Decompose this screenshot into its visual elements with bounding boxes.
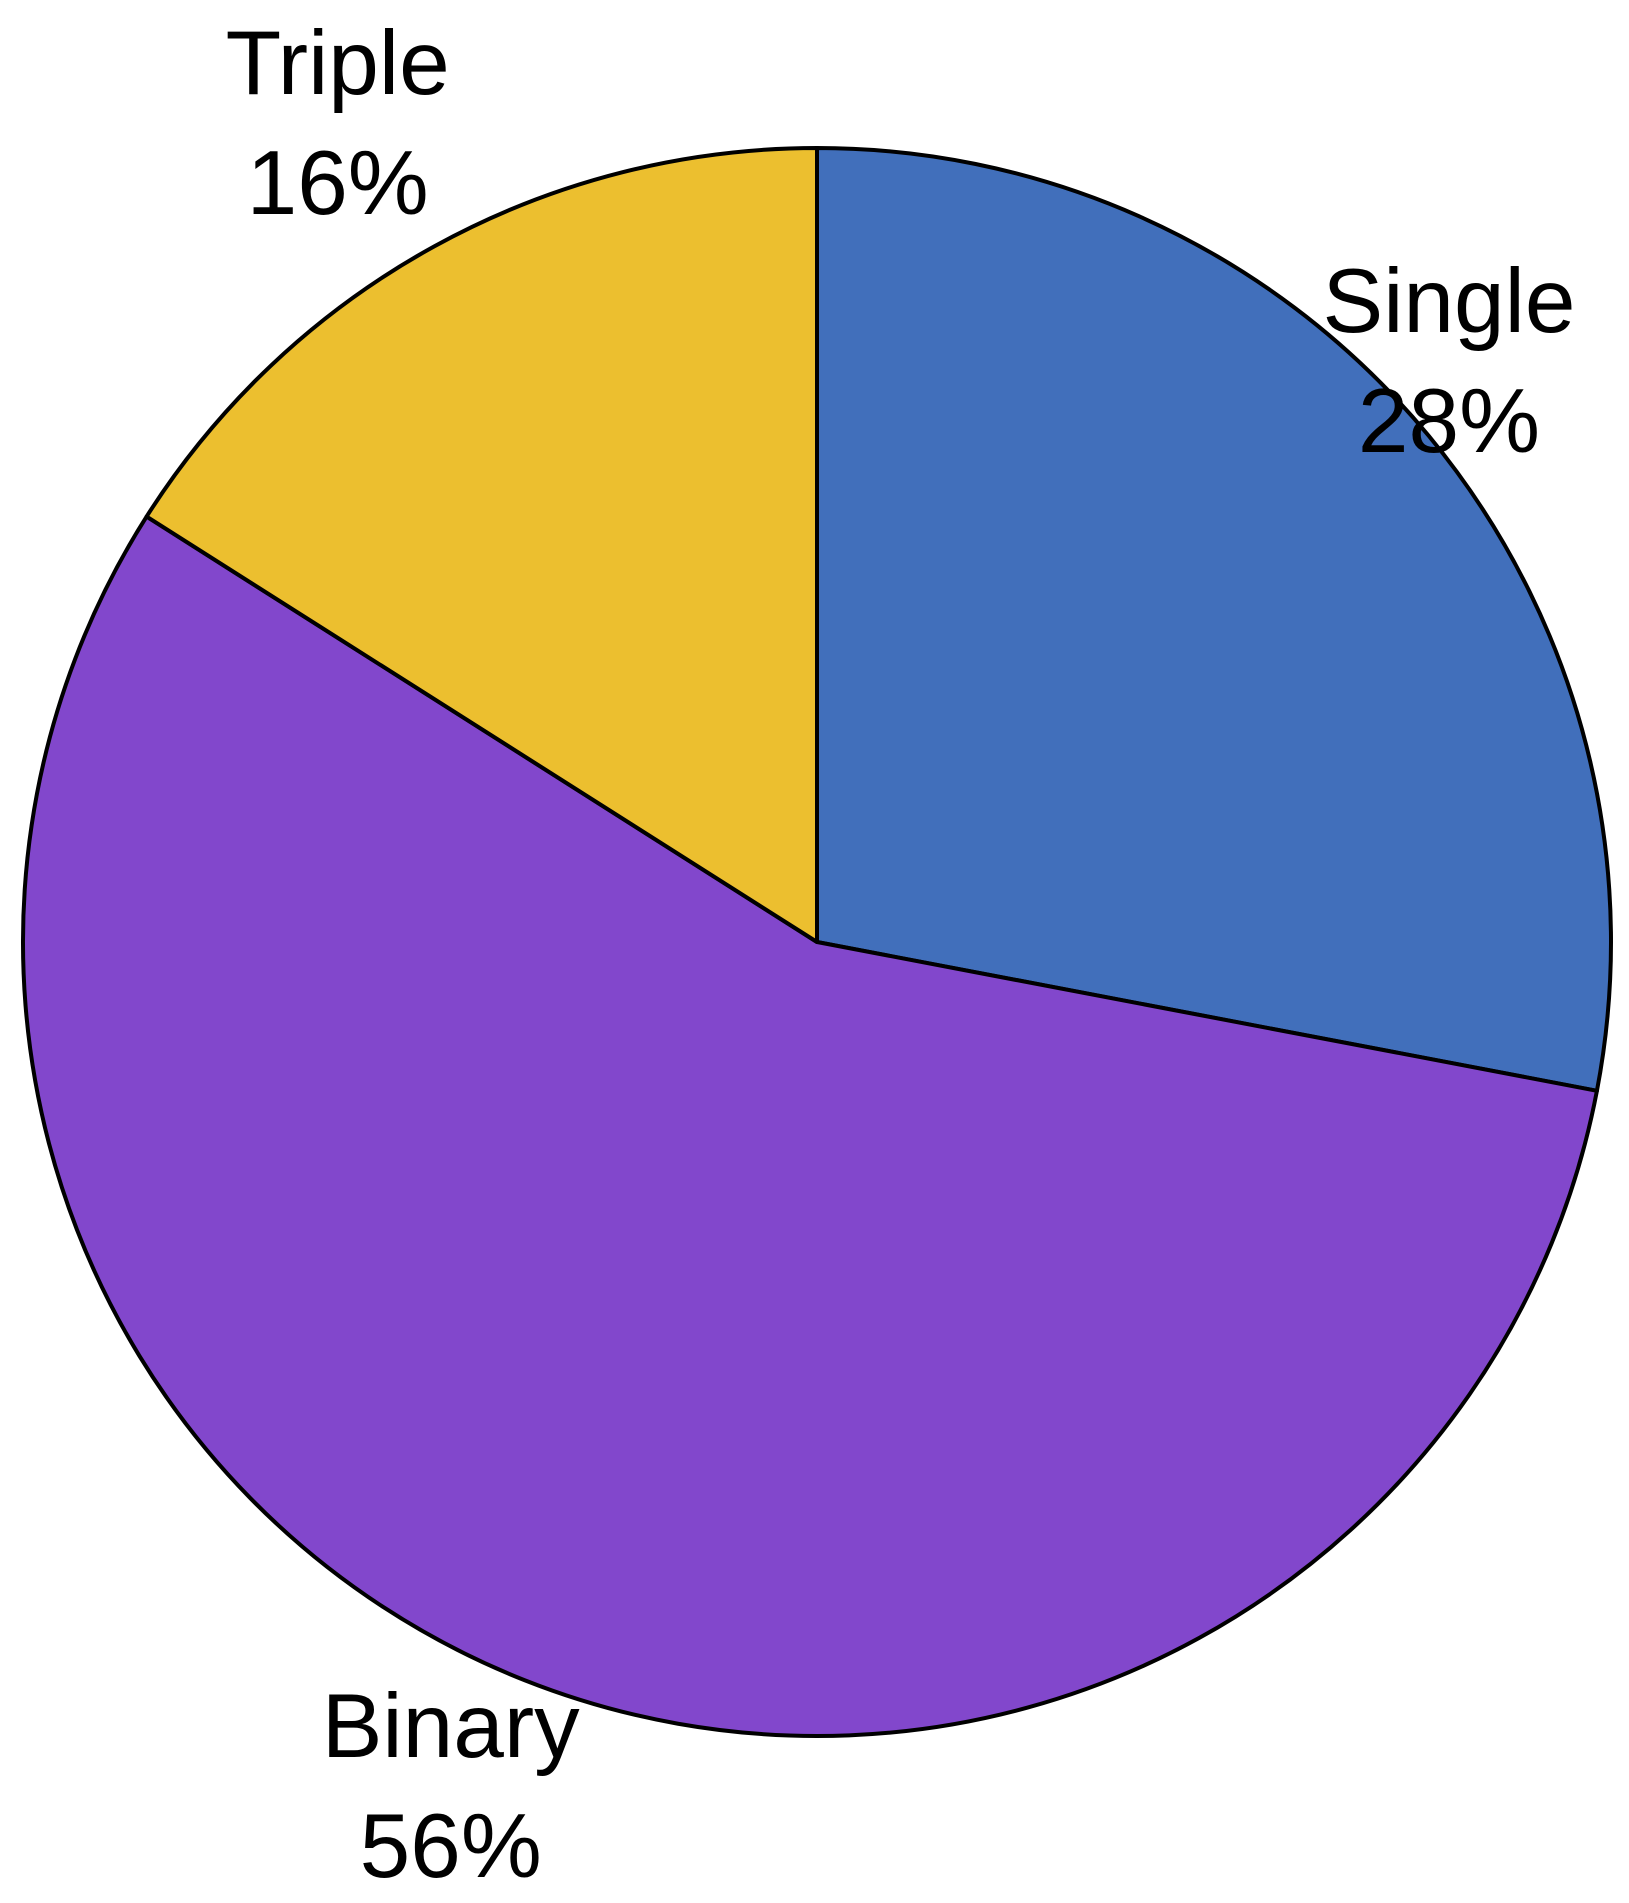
slice-label: Binary	[322, 1676, 580, 1777]
pie-slice	[21, 514, 1599, 1738]
slice-value-label: 28%	[1358, 371, 1540, 472]
slice-value-label: 56%	[360, 1796, 542, 1897]
pie-slice	[144, 146, 819, 944]
slice-label: Single	[1323, 251, 1576, 352]
pie-slice	[815, 146, 1613, 1093]
slice-value-label: 16%	[247, 133, 429, 234]
slice-label: Triple	[226, 13, 450, 114]
